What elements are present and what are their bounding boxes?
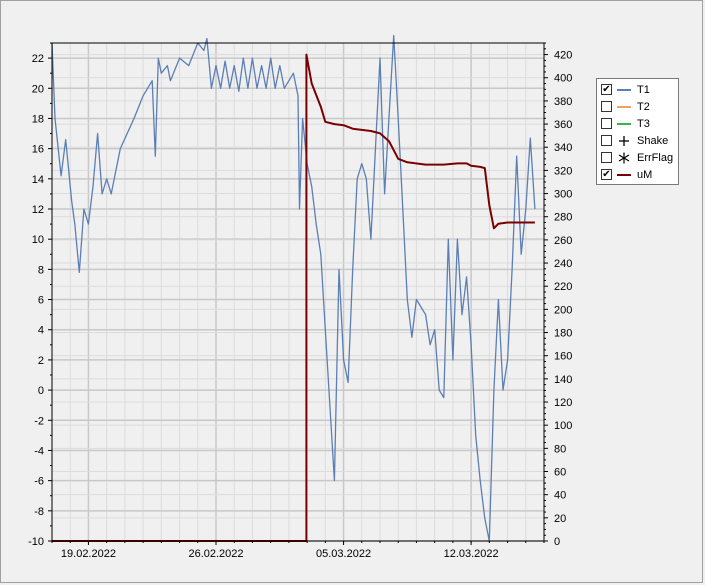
right-tick-label: 220 bbox=[554, 281, 572, 293]
legend-item-t2[interactable]: T2 bbox=[597, 99, 678, 116]
line-swatch-icon bbox=[617, 106, 631, 108]
x-axis: 19.02.2022 26.02.2022 05.03.2022 12.03.2022 bbox=[51, 541, 545, 560]
left-tick-label: 12 bbox=[32, 204, 44, 216]
x-tick-label: 05.03.2022 bbox=[316, 548, 371, 560]
x-tick-label: 12.03.2022 bbox=[444, 548, 499, 560]
legend-checkbox-t3[interactable] bbox=[601, 118, 612, 129]
right-tick-label: 180 bbox=[554, 328, 572, 340]
legend-item-shake[interactable]: Shake bbox=[597, 133, 678, 150]
left-tick-label: -4 bbox=[34, 445, 44, 457]
left-tick-label: 20 bbox=[32, 83, 44, 95]
legend-item-um[interactable]: ✔ uM bbox=[597, 167, 678, 184]
left-tick-label: 18 bbox=[32, 113, 44, 125]
right-tick-label: 400 bbox=[554, 73, 572, 85]
legend-label: Shake bbox=[637, 135, 669, 147]
right-tick-label: 120 bbox=[554, 397, 572, 409]
left-tick-label: 2 bbox=[38, 355, 44, 367]
legend-checkbox-um[interactable]: ✔ bbox=[601, 169, 612, 180]
legend-checkbox-t2[interactable] bbox=[601, 101, 612, 112]
left-tick-label: 6 bbox=[38, 295, 44, 307]
legend: ✔ T1 T2 T3 Shake ErrFlag ✔ uM bbox=[596, 78, 679, 185]
right-tick-label: 240 bbox=[554, 258, 572, 270]
series-layer bbox=[51, 34, 536, 542]
right-tick-label: 60 bbox=[554, 467, 566, 479]
legend-label: uM bbox=[637, 169, 653, 181]
line-swatch-icon bbox=[617, 123, 631, 125]
plus-icon bbox=[619, 136, 629, 146]
right-tick-label: 0 bbox=[554, 536, 560, 548]
left-tick-label: -2 bbox=[34, 415, 44, 427]
right-tick-label: 320 bbox=[554, 165, 572, 177]
right-tick-label: 260 bbox=[554, 235, 572, 247]
line-swatch-icon bbox=[617, 89, 631, 91]
legend-checkbox-t1[interactable]: ✔ bbox=[601, 84, 612, 95]
line-swatch-icon bbox=[617, 174, 631, 176]
legend-label: T2 bbox=[637, 101, 650, 113]
left-tick-label: 8 bbox=[38, 264, 44, 276]
left-axis: -10 -8 -6 -4 -2 0 2 4 6 8 10 12 14 16 18 20 22 bbox=[28, 42, 52, 548]
x-tick-label: 26.02.2022 bbox=[188, 548, 243, 560]
left-tick-label: 0 bbox=[38, 385, 44, 397]
right-tick-label: 420 bbox=[554, 50, 572, 62]
asterisk-icon bbox=[618, 152, 630, 164]
left-tick-label: 10 bbox=[32, 234, 44, 246]
left-tick-label: -10 bbox=[28, 536, 44, 548]
x-tick-label: 19.02.2022 bbox=[61, 548, 116, 560]
legend-checkbox-errflag[interactable] bbox=[601, 152, 612, 163]
legend-label: T3 bbox=[637, 118, 650, 130]
left-tick-label: 14 bbox=[32, 174, 44, 186]
legend-label: ErrFlag bbox=[637, 152, 674, 164]
right-tick-label: 80 bbox=[554, 443, 566, 455]
right-tick-label: 200 bbox=[554, 304, 572, 316]
right-tick-label: 160 bbox=[554, 351, 572, 363]
legend-checkbox-shake[interactable] bbox=[601, 135, 612, 146]
series-line-t1 bbox=[51, 34, 536, 542]
right-tick-label: 380 bbox=[554, 96, 572, 108]
left-tick-label: -8 bbox=[34, 506, 44, 518]
legend-item-errflag[interactable]: ErrFlag bbox=[597, 150, 678, 167]
left-tick-label: 4 bbox=[38, 325, 44, 337]
right-tick-label: 20 bbox=[554, 513, 566, 525]
right-tick-label: 340 bbox=[554, 142, 572, 154]
left-tick-label: 22 bbox=[32, 53, 44, 65]
legend-item-t3[interactable]: T3 bbox=[597, 116, 678, 133]
series-line-um bbox=[52, 53, 535, 542]
legend-label: T1 bbox=[637, 84, 650, 96]
right-tick-label: 360 bbox=[554, 119, 572, 131]
right-tick-label: 140 bbox=[554, 374, 572, 386]
right-tick-label: 300 bbox=[554, 189, 572, 201]
right-axis: 0 20 40 60 80 100 120 140 160 180 200 220 240 260 280 3… bbox=[544, 42, 572, 548]
left-tick-label: -6 bbox=[34, 476, 44, 488]
right-tick-label: 280 bbox=[554, 212, 572, 224]
right-tick-label: 40 bbox=[554, 490, 566, 502]
left-tick-label: 16 bbox=[32, 144, 44, 156]
legend-item-t1[interactable]: ✔ T1 bbox=[597, 82, 678, 99]
right-tick-label: 100 bbox=[554, 420, 572, 432]
